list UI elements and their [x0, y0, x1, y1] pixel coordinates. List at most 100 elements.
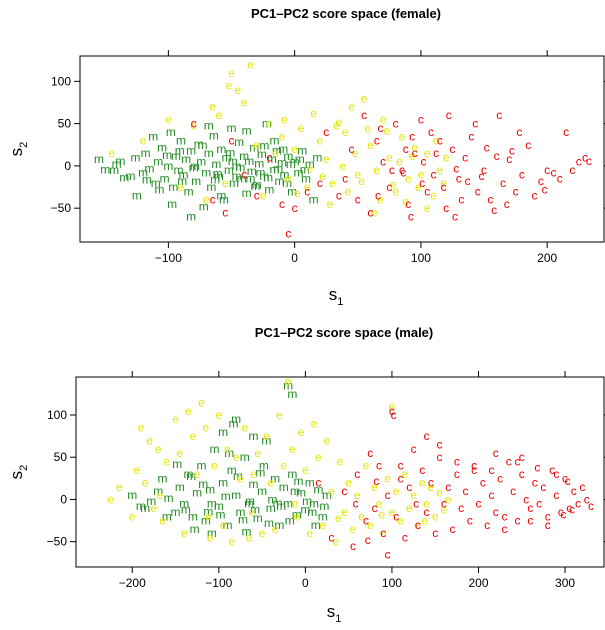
scatter-point-m: m: [307, 505, 317, 519]
scatter-point-c: c: [465, 174, 471, 188]
scatter-point-m: m: [302, 494, 312, 508]
scatter-point-c: c: [571, 484, 577, 498]
scatter-point-m: m: [115, 154, 125, 168]
scatter-point-e: e: [358, 174, 365, 188]
scatter-point-e: e: [116, 480, 123, 494]
scatter-point-c: c: [479, 169, 485, 183]
scatter-point-e: e: [211, 459, 218, 473]
scatter-point-c: c: [328, 530, 334, 544]
x-tick-label: 200: [468, 576, 488, 590]
scatter-point-c: c: [569, 503, 575, 517]
scatter-point-c: c: [509, 144, 515, 158]
scatter-point-m: m: [252, 178, 262, 192]
scatter-point-c: c: [418, 112, 424, 126]
scatter-point-c: c: [304, 184, 310, 198]
scatter-point-e: e: [337, 454, 344, 468]
scatter-point-m: m: [267, 492, 277, 506]
scatter-point-m: m: [119, 171, 129, 185]
scatter-point-c: c: [229, 134, 235, 148]
scatter-point-m: m: [245, 494, 255, 508]
scatter-point-c: c: [403, 142, 409, 156]
scatter-point-c: c: [437, 438, 443, 452]
y-tick-label: 50: [58, 117, 72, 131]
scatter-point-e: e: [285, 374, 292, 388]
scatter-point-c: c: [380, 526, 386, 540]
scatter-point-e: e: [280, 459, 287, 473]
scatter-point-m: m: [203, 504, 213, 518]
scatter-point-m: m: [259, 139, 269, 153]
scatter-point-e: e: [159, 514, 166, 528]
scatter-point-c: c: [424, 184, 430, 198]
scatter-point-c: c: [315, 476, 321, 490]
scatter-point-c: c: [365, 533, 371, 547]
scatter-point-e: e: [405, 172, 412, 186]
scatter-point-c: c: [437, 450, 443, 464]
scatter-point-e: e: [380, 112, 387, 126]
scatter-point-m: m: [171, 149, 181, 163]
scatter-point-c: c: [588, 499, 594, 513]
scatter-point-m: m: [287, 184, 297, 198]
scatter-point-e: e: [361, 91, 368, 105]
scatter-point-m: m: [301, 172, 311, 186]
scatter-point-c: c: [501, 522, 507, 536]
scatter-point-c: c: [292, 201, 298, 215]
scatter-point-c: c: [488, 463, 494, 477]
scatter-point-e: e: [272, 522, 279, 536]
scatter-point-e: e: [419, 476, 426, 490]
scatter-point-e: e: [328, 484, 335, 498]
scatter-point-c: c: [378, 121, 384, 135]
scatter-point-e: e: [399, 129, 406, 143]
scatter-point-m: m: [171, 505, 181, 519]
scatter-point-e: e: [348, 100, 355, 114]
scatter-point-e: e: [203, 193, 210, 207]
scatter-point-e: e: [437, 163, 444, 177]
scatter-point-m: m: [153, 484, 163, 498]
x-tick-label: −100: [155, 251, 182, 265]
scatter-point-e: e: [164, 454, 171, 468]
scatter-point-e: e: [377, 193, 384, 207]
scatter-point-e: e: [285, 172, 292, 186]
scatter-point-e: e: [108, 146, 115, 160]
scatter-point-e: e: [341, 505, 348, 519]
scatter-point-c: c: [385, 488, 391, 502]
scatter-point-m: m: [283, 497, 293, 511]
scatter-point-e: e: [378, 508, 385, 522]
scatter-point-e: e: [363, 459, 370, 473]
scatter-point-c: c: [523, 492, 529, 506]
scatter-point-e: e: [384, 471, 391, 485]
scatter-point-m: m: [242, 186, 252, 200]
scatter-point-e: e: [302, 463, 309, 477]
scatter-point-e: e: [220, 518, 227, 532]
scatter-point-e: e: [205, 509, 212, 523]
scatter-point-e: e: [146, 433, 153, 447]
scatter-point-m: m: [213, 167, 223, 181]
scatter-point-c: c: [544, 163, 550, 177]
scatter-point-e: e: [390, 178, 397, 192]
scatter-point-e: e: [373, 163, 380, 177]
scatter-point-e: e: [315, 450, 322, 464]
scatter-point-e: e: [383, 123, 390, 137]
y-tick-label: −50: [47, 535, 68, 549]
scatter-point-c: c: [504, 197, 510, 211]
scatter-point-c: c: [506, 152, 512, 166]
series-m: mmmmmmmmmmmmmmmmmmmmmmmmmmmmmmmmmmmmmmmm…: [94, 117, 322, 224]
scatter-point-e: e: [246, 530, 253, 544]
scatter-point-c: c: [389, 163, 395, 177]
scatter-point-e: e: [157, 488, 164, 502]
scatter-point-m: m: [312, 150, 322, 164]
scatter-point-m: m: [157, 140, 167, 154]
scatter-point-e: e: [376, 497, 383, 511]
scatter-point-c: c: [408, 210, 414, 224]
scatter-point-m: m: [305, 476, 315, 490]
scatter-point-c: c: [562, 471, 568, 485]
scatter-point-m: m: [186, 144, 196, 158]
scatter-point-m: m: [224, 163, 234, 177]
scatter-point-m: m: [256, 166, 266, 180]
scatter-point-c: c: [525, 138, 531, 152]
scatter-point-e: e: [233, 450, 240, 464]
scatter-point-c: c: [355, 193, 361, 207]
scatter-point-c: c: [519, 167, 525, 181]
scatter-point-m: m: [112, 157, 122, 171]
scatter-point-c: c: [420, 155, 426, 169]
scatter-point-c: c: [411, 442, 417, 456]
